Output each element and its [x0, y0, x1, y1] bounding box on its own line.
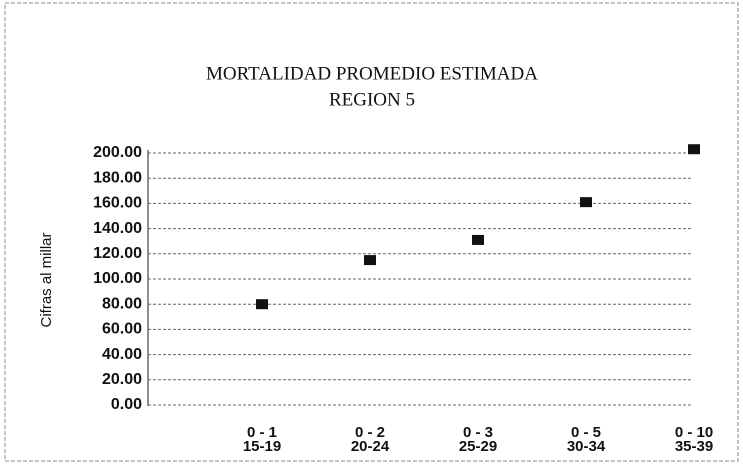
- y-tick-label: 160.00: [93, 195, 142, 212]
- frame: [4, 2, 739, 462]
- marker: [364, 255, 376, 266]
- x-tick-label: 30-34: [567, 438, 606, 455]
- chart-title: MORTALIDAD PROMEDIO ESTIMADA: [206, 63, 538, 84]
- y-tick-label: 80.00: [102, 295, 142, 312]
- y-tick-label: 140.00: [93, 220, 142, 237]
- y-tick-label: 60.00: [102, 321, 142, 338]
- y-tick-label: 40.00: [102, 346, 142, 363]
- marker: [580, 197, 592, 208]
- y-axis-label: Cifras al millar: [38, 232, 55, 327]
- y-tick-label: 120.00: [93, 245, 142, 262]
- x-tick-label: 0 - 10: [675, 424, 713, 441]
- y-tick-label: 20.00: [102, 371, 142, 388]
- x-tick-label: 15-19: [243, 438, 281, 455]
- marker: [688, 144, 700, 155]
- y-tick-label: 0.00: [111, 396, 142, 413]
- x-tick-label: 0 - 3: [463, 424, 493, 441]
- y-tick-label: 200.00: [93, 144, 142, 161]
- marker: [256, 299, 268, 310]
- chart-subtitle: REGION 5: [329, 89, 415, 110]
- y-tick-label: 100.00: [93, 270, 142, 287]
- x-tick-label: 0 - 1: [247, 424, 277, 441]
- x-tick-label: 35-39: [675, 438, 713, 455]
- y-tick-label: 180.00: [93, 169, 142, 186]
- x-tick-label: 0 - 2: [355, 424, 385, 441]
- x-tick-label: 0 - 5: [571, 424, 601, 441]
- x-tick-label: 25-29: [459, 438, 497, 455]
- marker: [472, 234, 484, 245]
- x-tick-label: 20-24: [351, 438, 390, 455]
